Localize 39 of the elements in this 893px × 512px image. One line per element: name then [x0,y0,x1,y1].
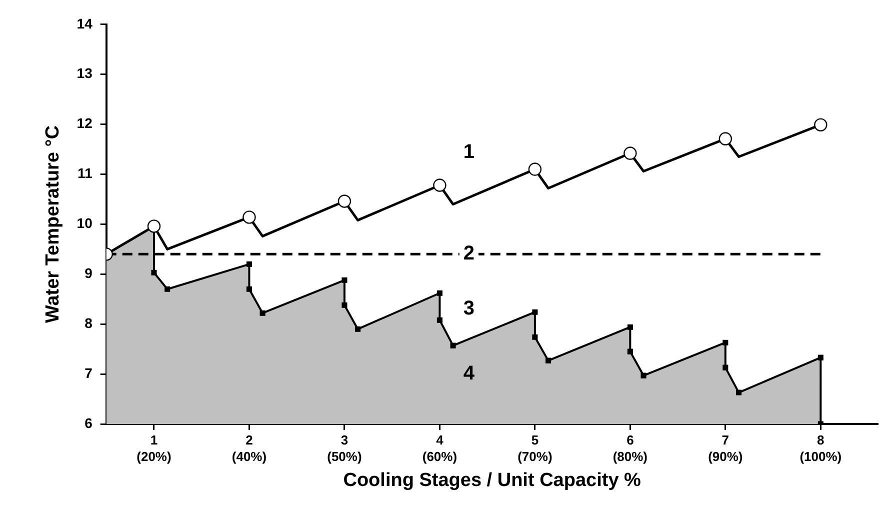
y-tick-label: 8 [84,314,93,331]
point [433,178,446,192]
point [528,162,542,176]
y-tick-label: 9 [84,265,93,282]
annotation: 4 [463,362,476,385]
point [338,194,352,208]
x-tick-label: 1 [150,432,158,448]
text: (60%) [422,449,458,464]
y-tick-label: 7 [84,364,93,381]
text: (70%) [518,449,552,464]
x-tick-label: 4 [436,432,444,448]
x-axis-title: Cooling Stages / Unit Capacity % [343,470,642,491]
point [242,210,256,224]
y-tick-label: 10 [76,215,93,232]
text: (20%) [136,449,172,464]
x-tick-label: 3 [340,432,348,448]
x-tick-label: 7 [722,432,730,448]
y-axis-title: Water Temperature °C [42,125,64,324]
point [147,220,161,233]
text: (40%) [232,449,267,464]
text: (50%) [327,449,362,464]
x-tick-label: 2 [246,432,253,448]
series-label: 1 [463,140,475,163]
y-tick-label: 12 [76,115,93,132]
point [814,118,828,132]
text: (100%) [800,449,842,464]
x-tick-label: 6 [626,432,634,448]
series-label: 3 [463,298,475,320]
y-tick-label: 6 [84,414,93,431]
y-tick-label: 11 [78,165,93,182]
y-tick-label: 14 [76,15,93,32]
x-tick-label: 5 [531,432,539,448]
series-label: 2 [463,242,475,265]
x-tick-label: 8 [817,432,824,448]
y-tick-label: 13 [76,65,93,82]
point [718,132,732,146]
text: (80%) [612,449,648,464]
point [624,146,637,160]
text: (90%) [708,449,743,464]
